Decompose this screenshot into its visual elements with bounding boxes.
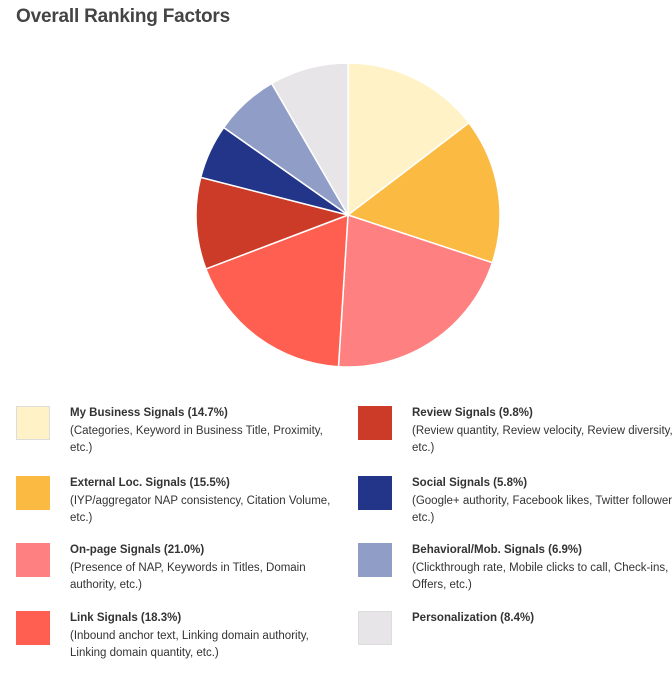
legend-text-4: Review Signals (9.8%) (Review quantity, R… xyxy=(412,405,672,458)
legend-swatch-4 xyxy=(358,406,392,440)
legend-label-7: Personalization (8.4%) xyxy=(412,612,535,624)
legend-description-5: (Google+ authority, Facebook likes, Twit… xyxy=(412,494,672,525)
legend-description-6: (Clickthrough rate, Mobile clicks to cal… xyxy=(412,561,669,592)
legend-swatch-1 xyxy=(16,476,50,510)
legend-swatch-3 xyxy=(16,611,50,645)
legend-swatch-7 xyxy=(358,611,392,645)
pie-slice-0 xyxy=(347,62,470,217)
pie-slice-1 xyxy=(346,121,501,264)
legend-label-0: My Business Signals (14.7%) xyxy=(70,407,228,419)
pie-slice-2 xyxy=(337,213,494,368)
legend-text-3: Link Signals (18.3%) (Inbound anchor text… xyxy=(70,610,340,663)
legend-swatch-2 xyxy=(16,543,50,577)
legend-text-5: Social Signals (5.8%) (Google+ authority,… xyxy=(412,475,672,528)
legend-description-1: (IYP/aggregator NAP consistency, Citatio… xyxy=(70,494,331,525)
legend-label-4: Review Signals (9.8%) xyxy=(412,407,533,419)
pie-slice-4 xyxy=(195,176,351,270)
legend-text-1: External Loc. Signals (15.5%) (IYP/aggreg… xyxy=(70,475,340,528)
legend-swatch-5 xyxy=(358,476,392,510)
legend-label-3: Link Signals (18.3%) xyxy=(70,612,182,624)
legend-text-6: Behavioral/Mob. Signals (6.9%) (Clickthro… xyxy=(412,542,672,595)
legend-description-0: (Categories, Keyword in Business Title, … xyxy=(70,424,323,455)
pie-slice-7 xyxy=(270,62,349,218)
pie-slice-3 xyxy=(204,213,349,368)
legend-label-6: Behavioral/Mob. Signals (6.9%) xyxy=(412,544,582,556)
legend-swatch-0 xyxy=(16,406,50,440)
legend-label-5: Social Signals (5.8%) xyxy=(412,477,528,489)
chart-title: Overall Ranking Factors xyxy=(16,6,230,27)
legend-description-2: (Presence of NAP, Keywords in Titles, Do… xyxy=(70,561,306,592)
legend-description-4: (Review quantity, Review velocity, Revie… xyxy=(412,424,672,455)
legend-text-2: On-page Signals (21.0%) (Presence of NAP,… xyxy=(70,542,340,595)
legend-text-0: My Business Signals (14.7%) (Categories, … xyxy=(70,405,340,458)
legend-label-1: External Loc. Signals (15.5%) xyxy=(70,477,230,489)
legend-label-2: On-page Signals (21.0%) xyxy=(70,544,205,556)
legend-text-7: Personalization (8.4%) xyxy=(412,610,672,628)
pie-chart xyxy=(195,62,501,368)
legend-swatch-6 xyxy=(358,543,392,577)
legend-description-3: (Inbound anchor text, Linking domain aut… xyxy=(70,629,309,660)
